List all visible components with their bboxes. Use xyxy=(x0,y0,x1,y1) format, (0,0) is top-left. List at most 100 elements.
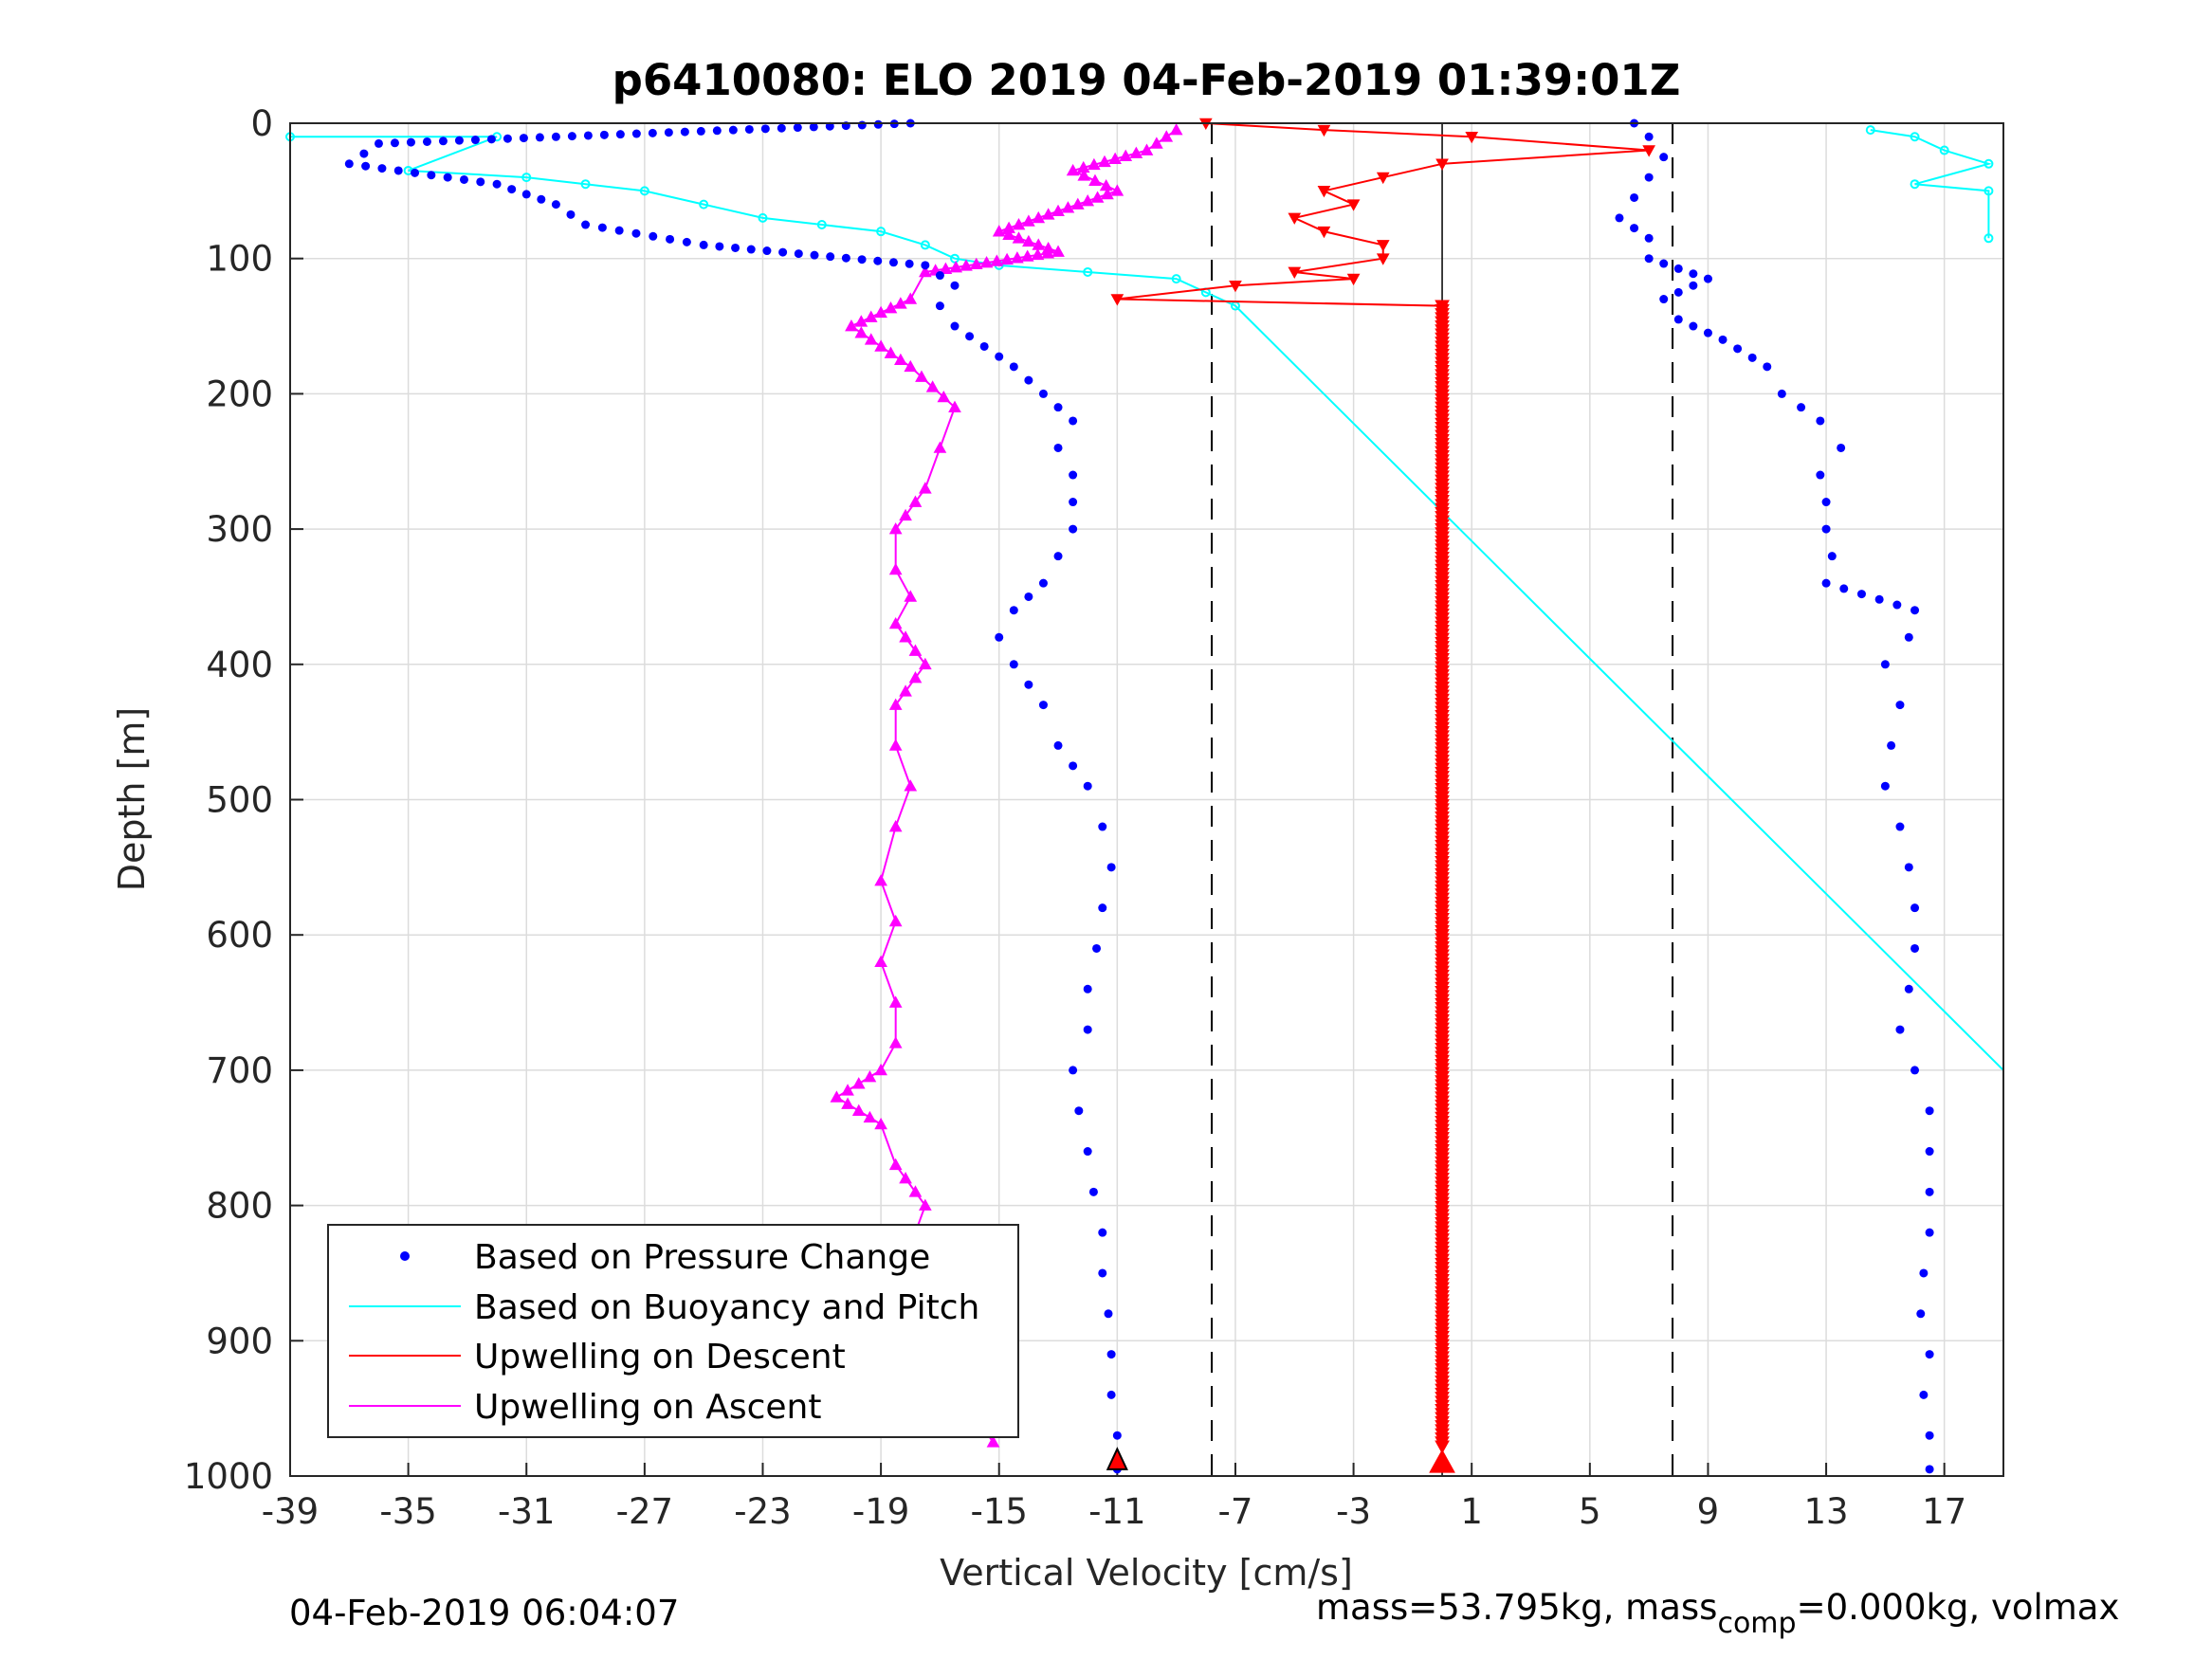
pressure-change-point xyxy=(1797,403,1806,412)
upwelling-ascent-marker xyxy=(899,1172,912,1184)
y-tick-label: 1000 xyxy=(184,1456,273,1497)
pressure-change-point xyxy=(935,301,944,311)
upwelling-ascent-marker xyxy=(841,1084,854,1096)
pressure-change-point xyxy=(438,137,448,146)
y-tick-label: 0 xyxy=(250,103,273,144)
pressure-change-point xyxy=(921,261,930,270)
pressure-change-point xyxy=(1615,213,1624,223)
pressure-change-point xyxy=(1703,328,1712,337)
pressure-change-point xyxy=(631,129,641,138)
upwelling-descent-line xyxy=(1117,122,1650,1449)
upwelling-ascent-marker xyxy=(990,254,1004,266)
pressure-change-point xyxy=(1839,584,1849,593)
upwelling-ascent-marker xyxy=(918,1198,932,1211)
x-tick-label: -7 xyxy=(1218,1491,1253,1532)
upwelling-descent-marker xyxy=(1317,186,1331,198)
pressure-change-point xyxy=(1644,254,1654,264)
x-tick-labels: -39 -35 -31 -27 -23 -19 -15 -11 -7 -3 1 5 9 13 17 xyxy=(262,1491,1966,1532)
upwelling-ascent-marker xyxy=(888,995,903,1008)
pressure-change-point xyxy=(1718,335,1728,344)
pressure-change-point xyxy=(1874,594,1884,604)
upwelling-descent-marker xyxy=(1642,145,1655,157)
plot-data xyxy=(285,118,2004,1474)
pressure-change-point xyxy=(1098,1228,1107,1237)
upwelling-ascent-marker xyxy=(888,698,903,710)
upwelling-descent-marker xyxy=(1376,240,1390,252)
pressure-change-point xyxy=(778,247,788,257)
pressure-change-point xyxy=(1904,863,1913,872)
pressure-change-point xyxy=(995,632,1004,642)
pressure-change-point xyxy=(1837,443,1846,452)
y-tick-label: 700 xyxy=(206,1050,273,1091)
x-tick-label: -39 xyxy=(262,1491,319,1532)
pressure-change-point xyxy=(1009,362,1018,372)
pressure-change-point xyxy=(1925,1187,1934,1196)
pressure-change-point xyxy=(1069,470,1078,480)
upwelling-ascent-marker xyxy=(1011,251,1024,264)
upwelling-ascent-marker xyxy=(1022,234,1035,247)
pressure-change-point xyxy=(810,250,819,260)
upwelling-ascent-marker xyxy=(894,353,907,366)
x-tick-label: -35 xyxy=(379,1491,436,1532)
upwelling-ascent-marker xyxy=(1032,210,1046,224)
pressure-change-point xyxy=(581,220,591,229)
upwelling-ascent-marker xyxy=(918,264,932,278)
pressure-change-point xyxy=(793,123,802,133)
buoyancy-point xyxy=(699,199,709,210)
upwelling-ascent-marker xyxy=(948,400,961,412)
pressure-change-point xyxy=(1024,680,1033,689)
pressure-change-point xyxy=(1069,524,1078,534)
chart-title: p6410080: ELO 2019 04-Feb-2019 01:39:01Z xyxy=(612,55,1681,105)
upwelling-ascent-marker xyxy=(888,616,903,629)
pressure-change-point xyxy=(1821,498,1831,507)
upwelling-ascent-marker xyxy=(888,820,903,832)
pressure-change-point xyxy=(1083,781,1092,791)
pressure-change-point xyxy=(1009,606,1018,615)
pressure-change-point xyxy=(492,179,502,189)
pressure-change-point xyxy=(1053,740,1063,750)
upwelling-ascent-marker xyxy=(904,292,918,304)
upwelling-ascent-marker xyxy=(845,319,858,332)
buoyancy-point xyxy=(1983,158,1994,169)
upwelling-ascent-marker xyxy=(1022,214,1035,227)
pressure-change-point xyxy=(1083,1025,1092,1034)
pressure-change-point xyxy=(905,259,914,268)
upwelling-ascent-marker xyxy=(1108,152,1122,165)
pressure-change-point xyxy=(760,124,770,134)
pressure-change-point xyxy=(1763,362,1772,372)
upwelling-ascent-marker xyxy=(864,333,878,345)
upwelling-ascent-marker xyxy=(899,684,912,697)
x-tick-label: -19 xyxy=(852,1491,909,1532)
pressure-change-point xyxy=(551,200,560,210)
upwelling-ascent-marker xyxy=(908,644,923,656)
pressure-change-point xyxy=(614,226,624,235)
pressure-change-point xyxy=(1053,443,1063,452)
upwelling-ascent-marker xyxy=(1020,249,1034,262)
pressure-change-point xyxy=(696,126,705,136)
upwelling-ascent-marker xyxy=(851,1077,866,1089)
upwelling-ascent-marker xyxy=(874,339,887,352)
pressure-change-point xyxy=(995,352,1004,361)
pressure-change-point xyxy=(1821,524,1831,534)
pressure-change-point xyxy=(537,194,546,204)
upwelling-ascent-marker xyxy=(969,257,983,270)
pressure-change-point xyxy=(1910,1066,1920,1075)
upwelling-descent-marker xyxy=(1288,266,1302,279)
buoyancy-point xyxy=(758,212,768,223)
upwelling-ascent-marker xyxy=(937,390,951,403)
upwelling-ascent-marker xyxy=(888,1036,903,1048)
legend-marker-pressure xyxy=(400,1251,410,1261)
upwelling-ascent-marker xyxy=(933,441,947,453)
pressure-change-point xyxy=(1038,701,1048,710)
buoyancy-point xyxy=(920,240,930,250)
upwelling-descent-marker xyxy=(1229,280,1242,293)
pressure-change-point xyxy=(1106,1390,1116,1399)
pressure-change-point xyxy=(374,138,383,148)
pressure-change-point xyxy=(857,255,867,264)
footer-mass-suffix: =0.000kg, volmax xyxy=(1797,1587,2120,1628)
pressure-change-point xyxy=(1910,943,1920,953)
pressure-change-point xyxy=(1689,281,1698,290)
upwelling-ascent-marker xyxy=(1088,173,1102,186)
upwelling-ascent-marker xyxy=(888,738,903,751)
upwelling-ascent-marker xyxy=(1032,238,1046,250)
